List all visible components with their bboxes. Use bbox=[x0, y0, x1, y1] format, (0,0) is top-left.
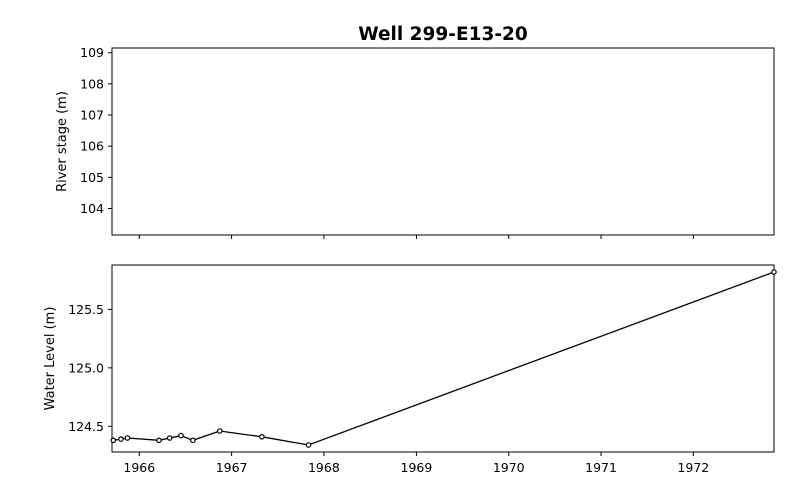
water-level-y-axis-label: Water Level (m) bbox=[43, 307, 58, 411]
river-stage-y-tick-label: 105 bbox=[80, 170, 104, 185]
water-level-x-tick-label: 1967 bbox=[216, 460, 248, 475]
water-level-x-tick-label: 1969 bbox=[401, 460, 433, 475]
water-level-y-tick-label: 125.5 bbox=[68, 302, 104, 317]
water-level-point bbox=[166, 435, 173, 441]
river-stage-x-ticks bbox=[138, 235, 694, 239]
water-level-x-tick-label: 1970 bbox=[493, 460, 525, 475]
water-level-point bbox=[178, 432, 184, 439]
river-stage-panel: 104 105 106 107 108 109 River stage (m) bbox=[55, 45, 775, 239]
river-stage-y-tick-label: 106 bbox=[80, 139, 104, 154]
river-stage-y-tick-label: 108 bbox=[80, 76, 104, 91]
water-level-point bbox=[771, 269, 777, 275]
water-level-x-tick-label: 1972 bbox=[677, 460, 709, 475]
water-level-point bbox=[190, 437, 196, 444]
river-stage-y-axis-label: River stage (m) bbox=[55, 91, 70, 192]
river-stage-y-ticks: 104 105 106 107 108 109 bbox=[80, 45, 112, 216]
river-stage-y-tick-label: 104 bbox=[80, 201, 104, 216]
water-level-y-ticks: 124.5 125.0 125.5 bbox=[68, 302, 112, 434]
water-level-point bbox=[259, 433, 265, 440]
water-level-point bbox=[118, 436, 124, 442]
water-level-series bbox=[110, 269, 777, 448]
water-level-point bbox=[156, 437, 162, 444]
water-level-point bbox=[216, 428, 223, 434]
water-level-x-tick-label: 1971 bbox=[585, 460, 617, 475]
water-level-y-tick-label: 124.5 bbox=[68, 419, 104, 434]
river-stage-y-tick-label: 109 bbox=[80, 45, 104, 60]
water-level-x-ticks: 1966 1967 1968 1969 1970 1971 1972 bbox=[123, 452, 709, 475]
water-level-x-tick-label: 1968 bbox=[308, 460, 340, 475]
water-level-point bbox=[305, 442, 312, 448]
water-level-y-tick-label: 125.0 bbox=[68, 360, 104, 375]
river-stage-axes-frame bbox=[111, 47, 775, 236]
river-stage-y-tick-label: 107 bbox=[80, 108, 104, 123]
water-level-point bbox=[110, 437, 117, 444]
water-level-line bbox=[113, 271, 775, 446]
chart-title: Well 299-E13-20 bbox=[358, 24, 528, 45]
water-level-axes-frame bbox=[111, 264, 775, 453]
water-level-panel: 124.5 125.0 125.5 1966 1967 1968 1969 1970 1971… bbox=[43, 264, 777, 475]
water-level-x-tick-label: 1966 bbox=[123, 460, 155, 475]
water-level-point bbox=[124, 435, 131, 441]
